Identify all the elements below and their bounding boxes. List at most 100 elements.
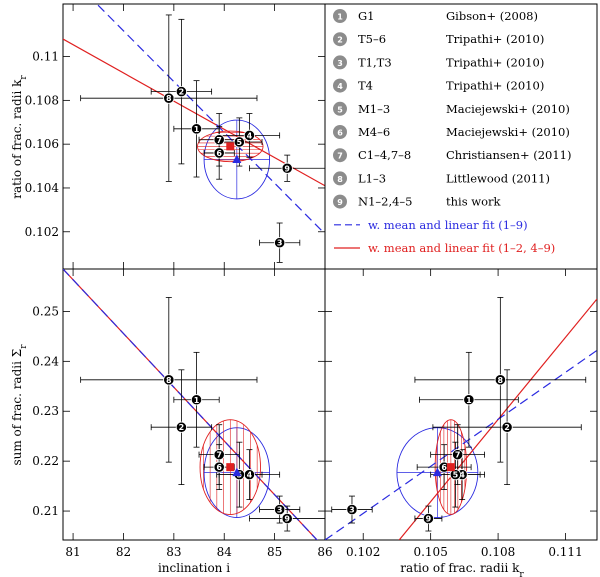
legend-code: M4–6 [358,125,390,139]
weighted-mean-sub [446,463,455,472]
x-tick-label: 81 [65,545,80,559]
data-point-3 [274,503,286,516]
legend-badge [333,171,347,186]
panel-inclination-vs-sum: 8182838485860.210.220.230.240.2512345678… [32,268,333,559]
legend-badge-number: 7 [337,152,343,161]
x-tick-label: 0.105 [413,545,447,559]
y-tick-label: 0.22 [32,454,59,468]
legend-reference: Maciejewski+ (2010) [446,102,570,116]
panel-inclination-vs-ratio: 0.102 0.104 0.106 0.108 0.11 1 2 3 45 6 7 8 9 [25,3,326,270]
data-point-2 [175,421,188,433]
legend-code: C1–4,7–8 [358,148,411,162]
data-point-8 [163,92,175,104]
y-tick-label: 0.23 [32,404,59,418]
legend-code: T1,T3 [358,55,392,69]
x-tick-label: 82 [116,545,131,559]
x-tick-label: 84 [217,545,233,559]
fit-line-all [325,349,597,540]
x-tick-label: 85 [267,545,282,559]
weighted-mean-sub [226,463,235,472]
data-point-2 [501,421,513,433]
axes-frame [62,3,326,270]
legend-badge [333,78,347,93]
legend-badge-number: 9 [337,198,343,207]
legend-code: M1–3 [358,102,390,116]
x-tick-label: 0.108 [481,545,515,559]
y-tick-label: 0.11 [32,50,59,64]
fit-line-sub [63,38,325,187]
data-point-9 [281,512,293,525]
data-point-label: 3 [277,506,283,515]
legend-badge [333,9,347,23]
data-point-label: 6 [216,463,222,472]
data-point-label: 9 [284,515,290,524]
data-point-label: 1 [194,125,200,134]
data-point-label: 9 [426,515,432,524]
data-point-4 [243,129,256,142]
data-point-9 [281,162,293,174]
data-point-label: 2 [179,88,185,97]
legend-badge [333,55,347,70]
legend-reference: Tripathi+ (2010) [446,79,544,93]
legend-badge-number: 8 [337,175,343,184]
data-point-2 [175,86,188,98]
data-point-7 [452,449,464,461]
fit-line-all [96,4,325,235]
legend-badge-number: 2 [337,36,343,45]
legend: 1 G1 Gibson+ (2008) 2 T5–6 Tripathi+ (2010) 3 T… [324,3,598,270]
legend-reference: Christiansen+ (2011) [446,148,572,162]
legend-badge-number: 1 [337,13,343,22]
legend-code: L1–3 [358,171,386,185]
legend-reference: Tripathi+ (2010) [446,55,544,69]
weighted-mean-sub [226,142,235,151]
legend-frame [324,3,598,270]
data-point-5 [233,136,245,148]
data-point-label: 4 [247,131,253,140]
data-point-6 [213,461,225,473]
legend-code: N1–2,4–5 [358,195,413,209]
y-tick-label: 0.21 [32,504,59,518]
data-point-1 [190,123,203,135]
data-point-label: 3 [277,239,283,248]
y-tick-label: 0.24 [32,354,59,368]
x-tick-label: 0.102 [346,545,380,559]
data-point-label: 8 [166,376,172,385]
legend-code: G1 [358,9,375,23]
legend-reference: Maciejewski+ (2010) [446,125,570,139]
legend-badge [333,101,347,116]
y-tick-label: 0.102 [25,225,59,239]
x-tick-label: 0.111 [548,545,582,559]
weighted-mean-all [432,467,442,477]
legend-badge-number: 5 [337,105,343,114]
data-point-7 [213,449,225,461]
data-point-label: 4 [247,471,253,480]
legend-reference: Littlewood (2011) [446,171,550,185]
legend-badge [333,32,347,47]
data-point-5 [449,469,461,481]
data-point-label: 9 [284,164,290,173]
data-point-label: 5 [237,138,243,147]
data-point-1 [463,394,475,406]
data-point-label: 7 [455,451,461,460]
y-tick-label: 0.104 [25,181,60,195]
data-point-9 [422,512,435,525]
y-tick-label: 0.25 [32,304,59,318]
x-tick-label: 83 [166,545,181,559]
data-point-label: 2 [504,423,510,432]
legend-badge-number: 3 [337,59,343,68]
data-point-label: 8 [166,94,172,103]
legend-reference: Gibson+ (2008) [446,9,538,23]
legend-fit-all-label: w. mean and linear fit (1–9) [368,218,528,232]
data-point-7 [213,134,225,146]
x-tick-label: 86 [317,545,332,559]
fit-line-all [63,269,318,540]
data-point-3 [346,503,358,516]
data-point-label: 6 [441,463,447,472]
data-point-8 [163,374,175,386]
data-point-label: 3 [349,506,355,515]
data-point-label: 2 [179,423,185,432]
y-tick-label: 0.106 [25,137,59,151]
data-point-label: 7 [216,451,222,460]
